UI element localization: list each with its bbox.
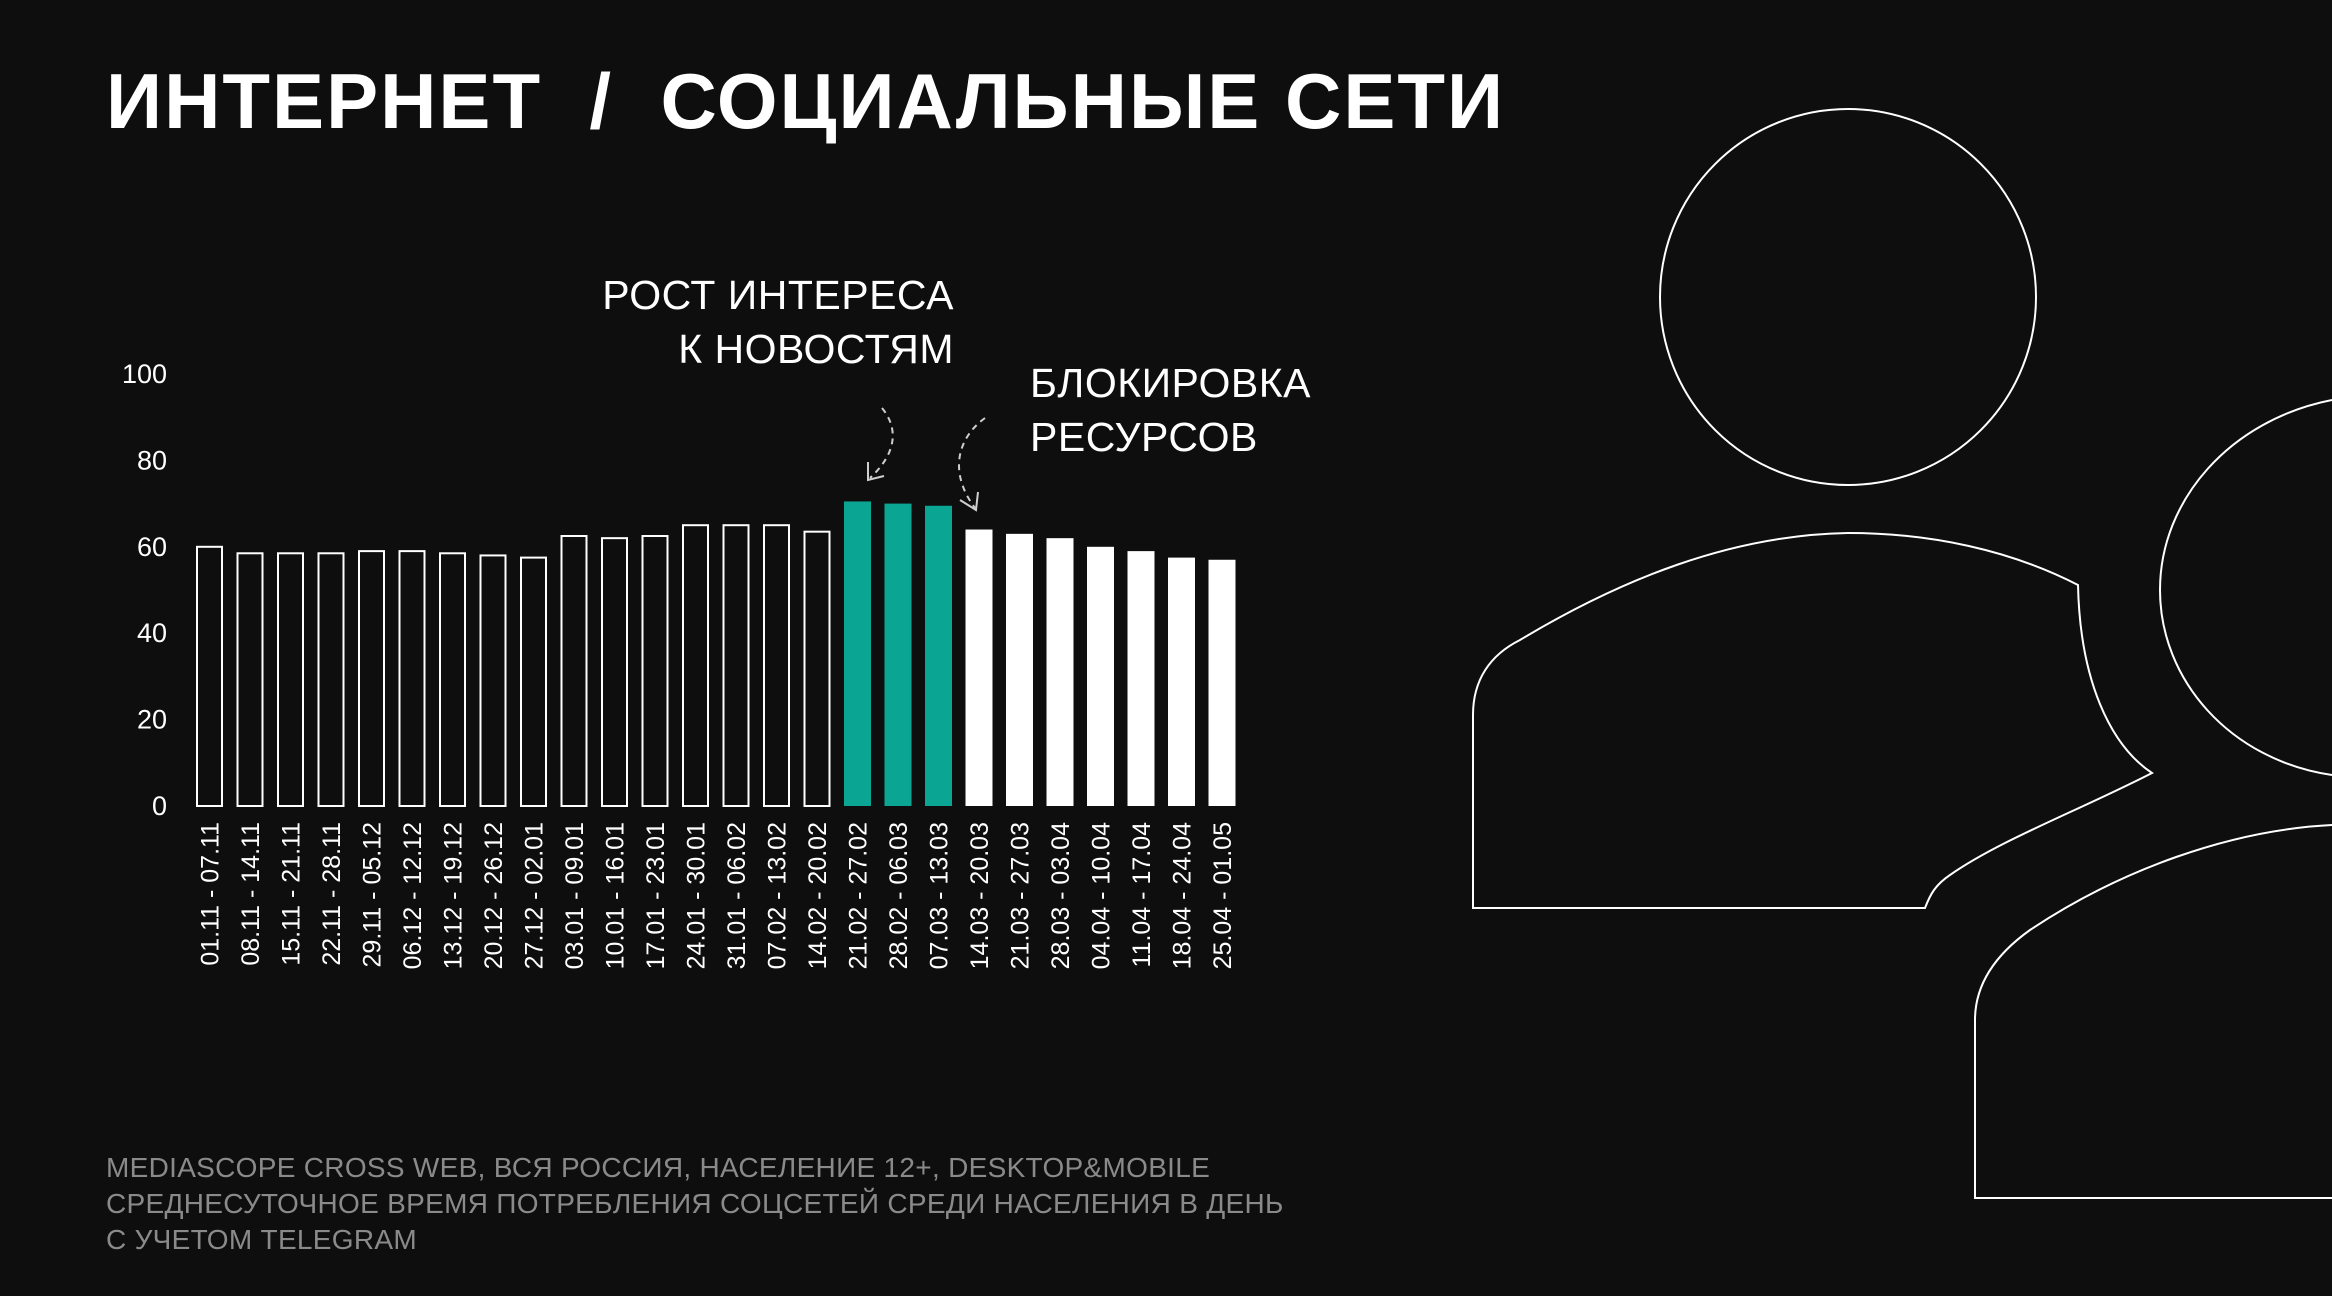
annotation-resource-blocking-line-1: БЛОКИРОВКА: [1030, 360, 1311, 406]
bar-outline: [317, 552, 345, 808]
growth-arrow-icon: [869, 407, 894, 479]
x-tick-label: 24.01 - 30.01: [683, 822, 711, 969]
x-tick-label: 20.12 - 26.12: [480, 822, 508, 969]
x-tick-label: 18.04 - 24.04: [1169, 822, 1197, 969]
bar-outline: [479, 554, 507, 807]
x-tick-label: 01.11 - 07.11: [197, 822, 225, 966]
y-tick-label: 40: [137, 618, 167, 648]
annotation-news-interest-line-1: РОСТ ИНТЕРЕСА: [602, 272, 954, 318]
bar-outline: [763, 524, 790, 807]
bar-solid: [1006, 533, 1033, 806]
bar-outline: [398, 550, 426, 807]
person-body-front-icon: [1472, 531, 2154, 909]
x-tick-label: 13.12 - 19.12: [440, 822, 468, 969]
bar-highlight: [844, 501, 871, 806]
annotation-news-interest: РОСТ ИНТЕРЕСА К НОВОСТЯМ: [602, 268, 954, 376]
bar-solid: [1087, 546, 1114, 806]
bar-outline: [641, 535, 669, 807]
source-line-3: С УЧЕТОМ TELEGRAM: [106, 1224, 417, 1255]
blocking-arrow-icon: [958, 417, 986, 509]
annotation-news-interest-line-2: К НОВОСТЯМ: [678, 326, 954, 372]
bar-outline: [277, 552, 304, 808]
x-tick-label: 25.04 - 01.05: [1209, 822, 1237, 969]
source-line-2: СРЕДНЕСУТОЧНОЕ ВРЕМЯ ПОТРЕБЛЕНИЯ СОЦСЕТЕ…: [106, 1188, 1284, 1219]
bar-solid: [1127, 551, 1155, 806]
bar-outline: [236, 552, 264, 808]
x-tick-label: 08.11 - 14.11: [237, 822, 265, 966]
y-tick-label: 0: [152, 791, 167, 821]
x-tick-label: 03.01 - 09.01: [561, 822, 589, 969]
x-tick-label: 22.11 - 28.11: [318, 822, 346, 966]
x-tick-label: 31.01 - 06.02: [723, 822, 751, 969]
person-head-front-icon: [1659, 108, 2037, 486]
bars: [196, 501, 1236, 808]
bar-outline: [520, 556, 547, 807]
bar-solid: [1208, 559, 1236, 806]
bar-outline: [439, 552, 466, 808]
bar-highlight: [925, 505, 952, 806]
x-tick-label: 04.04 - 10.04: [1088, 822, 1116, 969]
x-tick-label: 15.11 - 21.11: [278, 822, 306, 966]
bar-outline: [560, 535, 588, 807]
bar-outline: [682, 524, 709, 807]
y-tick-label: 100: [122, 359, 167, 389]
y-axis: 0 20 40 60 80 100: [122, 359, 167, 821]
slide-title: ИНТЕРНЕТ / СОЦИАЛЬНЫЕ СЕТИ: [106, 57, 1506, 145]
source-line-1: MEDIASCOPE CROSS WEB, ВСЯ РОССИЯ, НАСЕЛЕ…: [106, 1152, 1211, 1183]
x-tick-label: 17.01 - 23.01: [642, 822, 670, 969]
x-tick-label: 14.03 - 20.03: [966, 822, 994, 969]
bar-highlight: [884, 503, 912, 806]
annotation-resource-blocking-line-2: РЕСУРСОВ: [1030, 414, 1258, 460]
bar-outline: [803, 530, 831, 807]
source-note: MEDIASCOPE CROSS WEB, ВСЯ РОССИЯ, НАСЕЛЕ…: [106, 1150, 1284, 1258]
x-tick-label: 21.02 - 27.02: [845, 822, 873, 969]
bar-solid: [965, 529, 993, 806]
annotation-resource-blocking: БЛОКИРОВКА РЕСУРСОВ: [1030, 356, 1311, 464]
blocking-arrowhead-icon: [959, 491, 979, 512]
x-tick-label: 29.11 - 05.12: [359, 822, 387, 967]
bar-outline: [196, 545, 223, 807]
x-tick-label: 14.02 - 20.02: [804, 822, 832, 969]
bar-outline: [358, 550, 385, 807]
x-tick-label: 10.01 - 16.01: [602, 822, 630, 969]
y-tick-label: 20: [137, 705, 167, 735]
x-tick-label: 27.12 - 02.01: [521, 822, 549, 969]
y-tick-label: 60: [137, 532, 167, 562]
bar-outline: [601, 537, 628, 807]
x-tick-label: 11.04 - 17.04: [1128, 822, 1156, 968]
person-body-back-icon: [1974, 824, 2332, 1199]
x-tick-label: 07.03 - 13.03: [926, 822, 954, 969]
x-tick-label: 21.03 - 27.03: [1007, 822, 1035, 969]
x-tick-label: 28.02 - 06.03: [885, 822, 913, 969]
bar-outline: [722, 524, 750, 807]
x-axis: 01.11 - 07.11 08.11 - 14.11 15.11 - 21.11 2…: [197, 822, 1238, 969]
person-head-back-icon: [2158, 399, 2332, 776]
x-tick-label: 06.12 - 12.12: [399, 822, 427, 969]
x-tick-label: 07.02 - 13.02: [764, 822, 792, 969]
bar-solid: [1046, 538, 1074, 806]
annotation-arrows: [867, 407, 986, 512]
x-tick-label: 28.03 - 03.04: [1047, 822, 1075, 969]
bar-solid: [1168, 557, 1195, 806]
growth-arrowhead-icon: [867, 462, 885, 482]
y-tick-label: 80: [137, 445, 167, 475]
